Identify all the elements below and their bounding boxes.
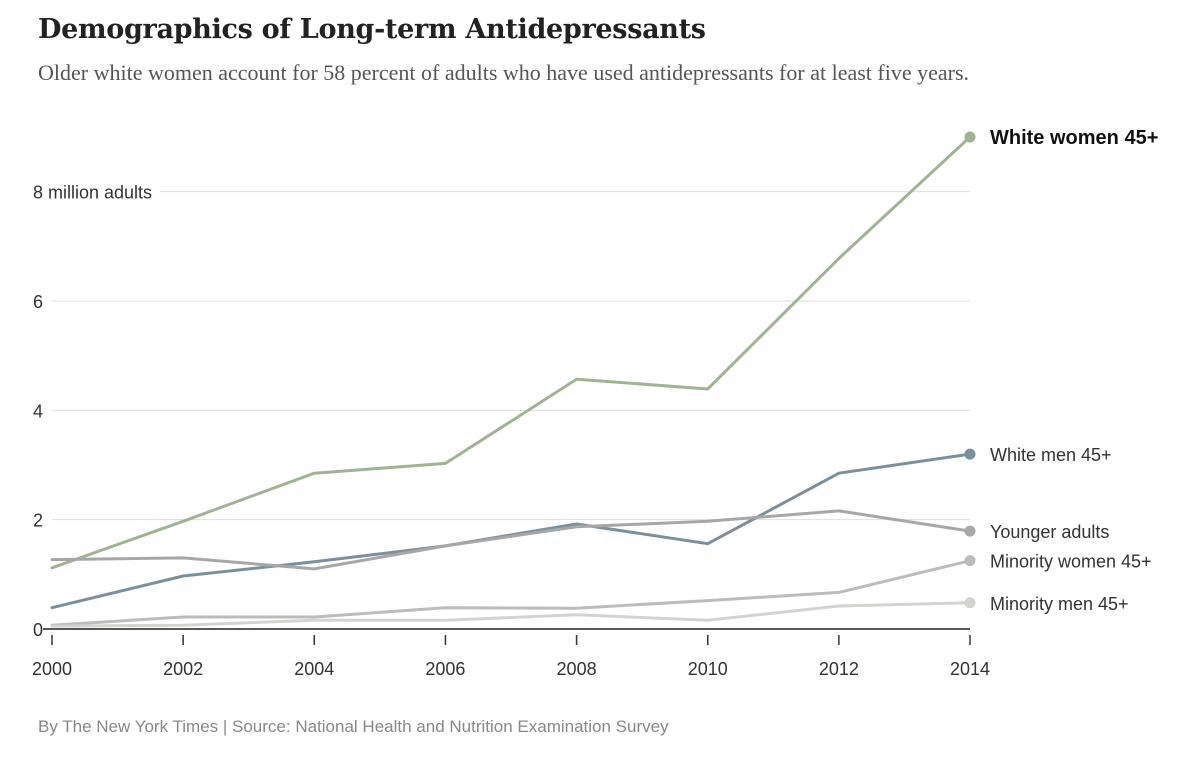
source-credit: By The New York Times | Source: National… xyxy=(38,717,669,736)
x-tick-label: 2006 xyxy=(425,659,465,679)
x-tick-label: 2000 xyxy=(32,659,72,679)
series-end-marker xyxy=(964,597,976,609)
y-tick-label: 4 xyxy=(33,401,43,421)
x-tick-label: 2014 xyxy=(950,659,990,679)
series-line xyxy=(50,452,972,610)
y-tick-label: 6 xyxy=(33,292,43,312)
label-layer: White women 45+ White men 45+ Younger adul… xyxy=(990,127,1158,614)
series-label: Younger adults xyxy=(990,522,1109,542)
series-line xyxy=(50,601,972,628)
y-tick-label: 0 xyxy=(33,620,43,640)
x-tick-label: 2010 xyxy=(688,659,728,679)
y-tick-label: 8 million adults xyxy=(33,183,152,203)
series-line xyxy=(50,135,972,570)
chart-subtitle: Older white women account for 58 percent… xyxy=(38,60,970,85)
series-label: Minority men 45+ xyxy=(990,594,1129,614)
series-line xyxy=(50,559,972,627)
x-tick-label: 2008 xyxy=(557,659,597,679)
x-tick-label: 2012 xyxy=(819,659,859,679)
chart-title: Demographics of Long-term Antidepressant… xyxy=(38,14,706,45)
grid-layer xyxy=(52,191,970,521)
series-label: White men 45+ xyxy=(990,445,1112,465)
series-end-marker xyxy=(964,555,976,567)
x-tick-label: 2004 xyxy=(294,659,334,679)
axis-layer: 0 2 4 6 8 million adults 2000 2002 2004 2006 2008… xyxy=(32,183,990,679)
series-label: Minority women 45+ xyxy=(990,552,1152,572)
series-end-marker xyxy=(964,525,976,537)
x-tick-label: 2002 xyxy=(163,659,203,679)
series-line xyxy=(50,509,972,571)
y-tick-label: 2 xyxy=(33,511,43,531)
series-end-marker xyxy=(964,448,976,460)
series-label: White women 45+ xyxy=(990,127,1158,149)
series-end-marker xyxy=(964,131,976,143)
series-layer xyxy=(50,131,976,628)
